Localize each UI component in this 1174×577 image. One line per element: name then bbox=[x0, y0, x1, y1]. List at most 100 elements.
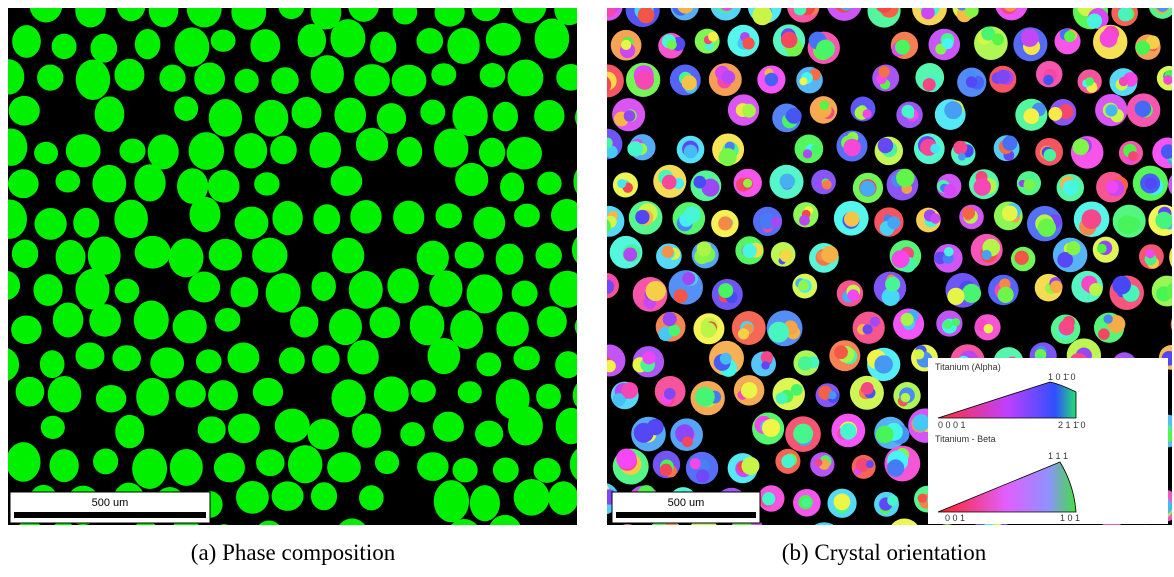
particle bbox=[496, 244, 524, 275]
particle bbox=[480, 63, 506, 88]
grain bbox=[1155, 1, 1168, 14]
grain bbox=[1104, 530, 1117, 543]
grain bbox=[682, 437, 693, 448]
grain bbox=[840, 423, 857, 440]
particle bbox=[429, 270, 462, 307]
corner-label: 1 0 1̄ 0 bbox=[1048, 372, 1076, 382]
grain bbox=[1140, 530, 1151, 541]
grain bbox=[1142, 529, 1150, 537]
particle bbox=[40, 350, 65, 378]
particle bbox=[253, 378, 283, 406]
particle bbox=[231, 277, 259, 307]
grain bbox=[781, 32, 797, 48]
particle bbox=[486, 23, 521, 56]
particle bbox=[327, 452, 361, 482]
grain bbox=[1087, 13, 1102, 28]
grain bbox=[952, 318, 960, 326]
particle bbox=[514, 204, 540, 228]
grain bbox=[1055, 529, 1067, 541]
particle bbox=[354, 64, 390, 96]
particle bbox=[556, 64, 585, 91]
grain bbox=[599, 276, 607, 284]
particle bbox=[447, 28, 479, 64]
grain bbox=[828, 391, 836, 399]
particle bbox=[537, 526, 566, 554]
particle bbox=[34, 142, 58, 165]
grain bbox=[992, 33, 1004, 45]
grain bbox=[718, 283, 733, 298]
grain bbox=[1066, 241, 1080, 255]
particle bbox=[514, 479, 550, 516]
grain bbox=[794, 3, 807, 16]
particle bbox=[496, 312, 529, 347]
grain bbox=[623, 248, 637, 262]
grain bbox=[739, 526, 750, 537]
grain bbox=[878, 66, 890, 78]
particle bbox=[9, 96, 40, 126]
particle bbox=[250, 29, 280, 62]
grain bbox=[815, 459, 823, 467]
grain bbox=[621, 382, 638, 399]
particle bbox=[416, 28, 443, 54]
grain bbox=[870, 316, 880, 326]
grain bbox=[793, 424, 813, 444]
grain bbox=[718, 216, 732, 230]
grain bbox=[799, 77, 807, 85]
scale-bar bbox=[14, 512, 206, 518]
particle bbox=[578, 32, 607, 60]
particle bbox=[169, 239, 204, 278]
particle bbox=[356, 128, 388, 161]
grain bbox=[1073, 139, 1089, 155]
particle bbox=[569, 522, 601, 554]
particle bbox=[236, 481, 269, 514]
grain bbox=[1002, 205, 1018, 221]
particle bbox=[208, 170, 240, 203]
grain bbox=[708, 32, 718, 42]
grain bbox=[982, 523, 996, 537]
grain bbox=[861, 382, 874, 395]
grain bbox=[930, 144, 940, 154]
particle bbox=[37, 65, 63, 91]
grain bbox=[821, 246, 838, 263]
grain bbox=[614, 524, 641, 551]
particle bbox=[90, 34, 117, 63]
particle bbox=[255, 100, 289, 137]
grain bbox=[697, 531, 710, 544]
particle bbox=[312, 345, 340, 373]
particle bbox=[76, 59, 110, 100]
particle bbox=[112, 345, 141, 371]
particle bbox=[573, 378, 604, 412]
grain bbox=[801, 498, 811, 508]
grain bbox=[1002, 136, 1017, 151]
grain bbox=[693, 176, 706, 189]
particle bbox=[420, 100, 445, 125]
grain bbox=[684, 145, 698, 159]
grain bbox=[892, 250, 910, 268]
grain bbox=[860, 181, 876, 197]
particle bbox=[334, 98, 366, 133]
particle bbox=[573, 162, 607, 201]
particle bbox=[387, 268, 418, 303]
grain bbox=[1135, 101, 1151, 117]
particle bbox=[534, 100, 564, 131]
particle bbox=[119, 139, 145, 163]
particle bbox=[311, 482, 337, 510]
figure: 500 um 500 um Titanium (Alpha) 0 0 0 1 1… bbox=[0, 0, 1174, 577]
particle bbox=[189, 132, 224, 170]
particle bbox=[34, 208, 66, 240]
grain bbox=[962, 284, 981, 303]
grain bbox=[664, 388, 676, 400]
particle bbox=[175, 380, 205, 408]
scale-bar-label: 500 um bbox=[92, 497, 129, 509]
particle bbox=[272, 481, 304, 510]
grain bbox=[1112, 276, 1131, 295]
particle bbox=[291, 97, 321, 128]
grain bbox=[942, 38, 953, 49]
particle bbox=[174, 96, 198, 121]
grain bbox=[1146, 249, 1155, 258]
grain bbox=[996, 70, 1010, 84]
grain bbox=[690, 458, 701, 469]
particle bbox=[313, 204, 340, 234]
particle bbox=[135, 236, 171, 269]
grain bbox=[878, 138, 893, 153]
